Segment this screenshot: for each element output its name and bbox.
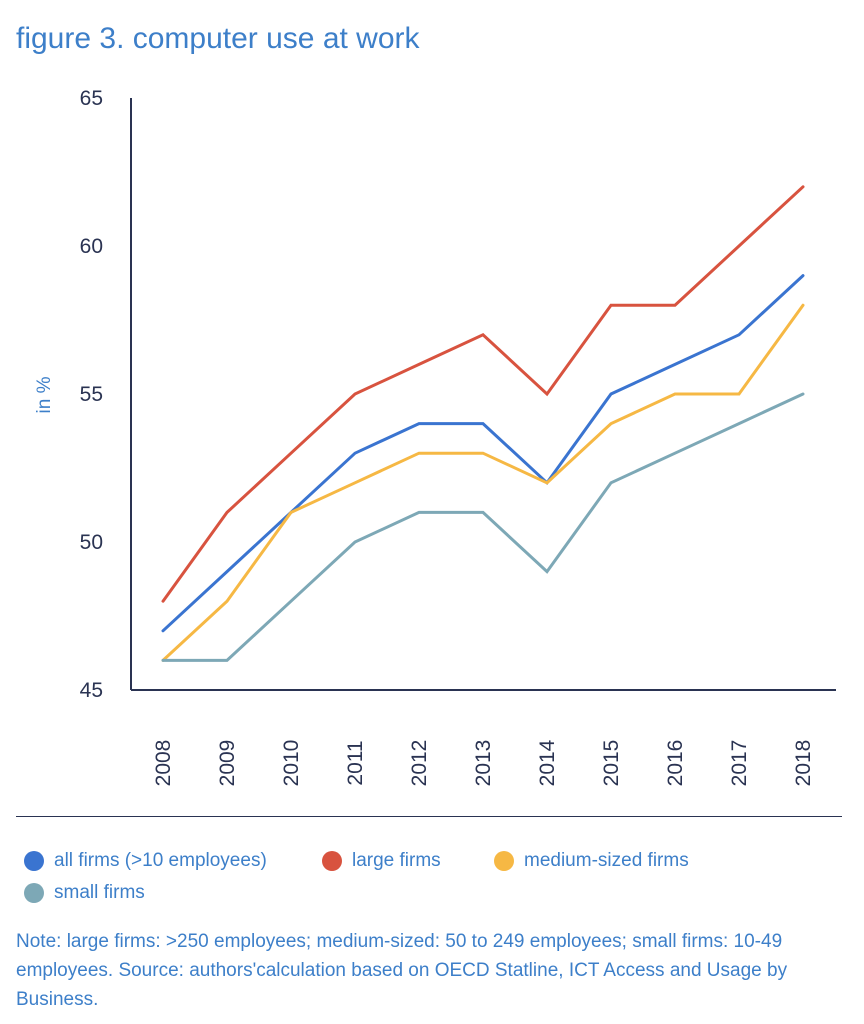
chart-title: figure 3. computer use at work [16,22,420,55]
x-tick-label: 2015 [600,740,623,787]
x-tick-label: 2018 [792,740,815,787]
legend-label: all firms (>10 employees) [54,850,267,871]
y-axis: 45 50 55 60 65 [80,87,132,702]
x-tick-label: 2014 [536,739,559,786]
legend-dot-icon [24,883,44,903]
series-line-all [161,274,805,633]
series-line-small [161,392,805,662]
legend-item-small-firms: small firms [24,882,145,904]
legend-dot-icon [322,851,342,871]
divider [16,816,842,817]
legend-label: small firms [54,882,145,903]
y-axis-label: in % [34,376,55,413]
x-tick-label: 2010 [280,740,303,787]
y-tick-label: 55 [80,383,103,406]
legend-dot-icon [494,851,514,871]
y-tick-label: 60 [80,235,103,258]
x-axis: 2008 2009 2010 2011 2012 2013 2014 2015 2016 2017… [131,689,836,787]
legend-item-all-firms: all firms (>10 employees) [24,850,267,872]
x-tick-label: 2013 [472,740,495,787]
series-line-medium-sized [161,303,805,662]
y-tick-label: 50 [80,531,103,554]
footnote: Note: large firms: >250 employees; mediu… [16,931,788,1010]
legend-dot-icon [24,851,44,871]
legend-label: medium-sized firms [524,850,689,871]
x-tick-label: 2008 [152,740,175,787]
y-tick-label: 45 [80,679,103,702]
x-tick-label: 2017 [728,740,751,787]
legend-item-large-firms: large firms [322,850,441,872]
x-tick-label: 2009 [216,740,239,787]
y-tick-label: 65 [80,87,103,110]
legend-item-medium-firms: medium-sized firms [494,850,689,872]
x-tick-label: 2011 [344,740,367,785]
x-tick-label: 2016 [664,740,687,787]
legend-label: large firms [352,850,441,871]
series-line-large [161,185,805,603]
x-tick-label: 2012 [408,740,431,787]
series-lines [161,185,805,662]
